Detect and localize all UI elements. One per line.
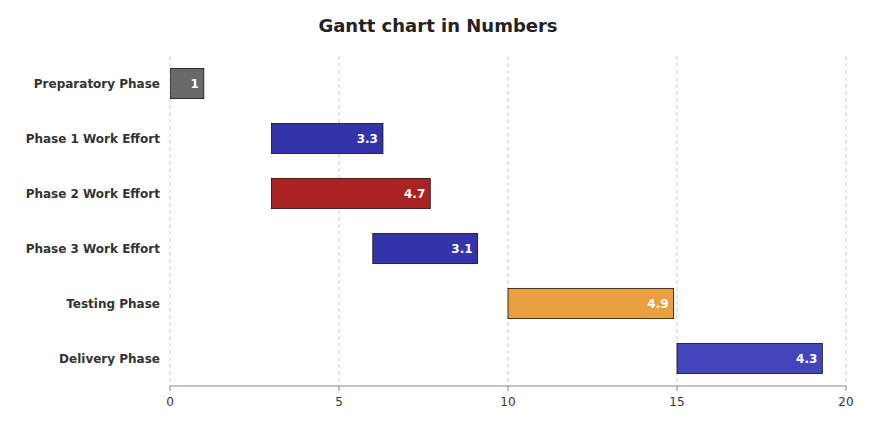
category-label: Phase 2 Work Effort: [26, 187, 161, 201]
page: {"chart_data": {"type": "bar", "orientat…: [0, 0, 876, 430]
data-labels: 1 3.3 4.7 3.1 4.9 4.3: [190, 77, 817, 366]
category-label: Phase 3 Work Effort: [26, 242, 161, 256]
data-label: 1: [190, 77, 198, 91]
data-label: 3.1: [451, 242, 472, 256]
data-label: 3.3: [357, 132, 378, 146]
data-label: 4.7: [404, 187, 425, 201]
grid-line: [170, 56, 171, 386]
tick-mark: [170, 386, 171, 391]
bar: [271, 123, 383, 153]
bar: [170, 68, 204, 98]
grid-line: [339, 56, 340, 386]
tick-label: 0: [166, 395, 174, 409]
chart-container: Gantt chart in Numbers 0 5 10 15 20 Preparator…: [0, 0, 876, 430]
category-label: Testing Phase: [66, 297, 160, 311]
tick-mark: [677, 386, 678, 391]
tick-mark: [846, 386, 847, 391]
x-axis-ticks: 0 5 10 15 20: [166, 386, 853, 409]
category-label: Phase 1 Work Effort: [26, 132, 161, 146]
tick-mark: [339, 386, 340, 391]
category-label: Preparatory Phase: [34, 77, 160, 91]
category-label: Delivery Phase: [59, 352, 160, 366]
title: Gantt chart in Numbers: [318, 15, 557, 36]
tick-label: 15: [669, 395, 684, 409]
grid-line: [508, 56, 509, 386]
data-label: 4.9: [647, 297, 668, 311]
bar: [508, 288, 674, 318]
tick-label: 5: [335, 395, 343, 409]
bar: [271, 178, 430, 208]
grid-line: [677, 56, 678, 386]
bars: [170, 68, 822, 373]
tick-label: 20: [838, 395, 853, 409]
bar: [373, 233, 478, 263]
x-axis-line: [170, 386, 846, 387]
y-axis-labels: Preparatory Phase Phase 1 Work Effort Phas…: [26, 77, 161, 366]
bar: [677, 343, 822, 373]
grid-line: [846, 56, 847, 386]
tick-label: 10: [500, 395, 515, 409]
chart-svg: Gantt chart in Numbers 0 5 10 15 20 Preparator…: [0, 0, 876, 430]
tick-mark: [508, 386, 509, 391]
grid: [170, 56, 846, 386]
data-label: 4.3: [796, 352, 817, 366]
